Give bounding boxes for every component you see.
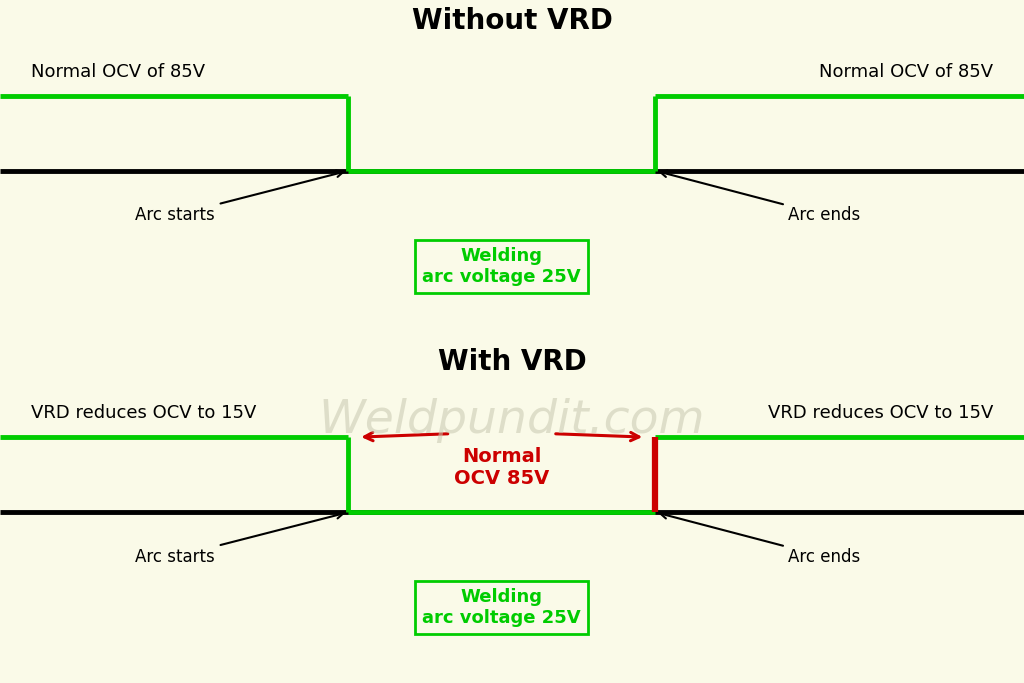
Text: Welding
arc voltage 25V: Welding arc voltage 25V [423, 247, 581, 285]
Text: With VRD: With VRD [437, 348, 587, 376]
Text: Welding
arc voltage 25V: Welding arc voltage 25V [423, 589, 581, 627]
Text: Arc ends: Arc ends [660, 171, 861, 224]
Text: Without VRD: Without VRD [412, 7, 612, 35]
Text: Arc starts: Arc starts [135, 171, 343, 224]
Text: Normal OCV of 85V: Normal OCV of 85V [819, 63, 993, 81]
Text: VRD reduces OCV to 15V: VRD reduces OCV to 15V [31, 404, 256, 422]
Text: Arc starts: Arc starts [135, 512, 343, 566]
Text: VRD reduces OCV to 15V: VRD reduces OCV to 15V [768, 404, 993, 422]
Text: Arc ends: Arc ends [660, 512, 861, 566]
Text: Weldpundit.com: Weldpundit.com [318, 398, 706, 443]
Text: Normal
OCV 85V: Normal OCV 85V [454, 447, 550, 488]
Text: Normal OCV of 85V: Normal OCV of 85V [31, 63, 205, 81]
